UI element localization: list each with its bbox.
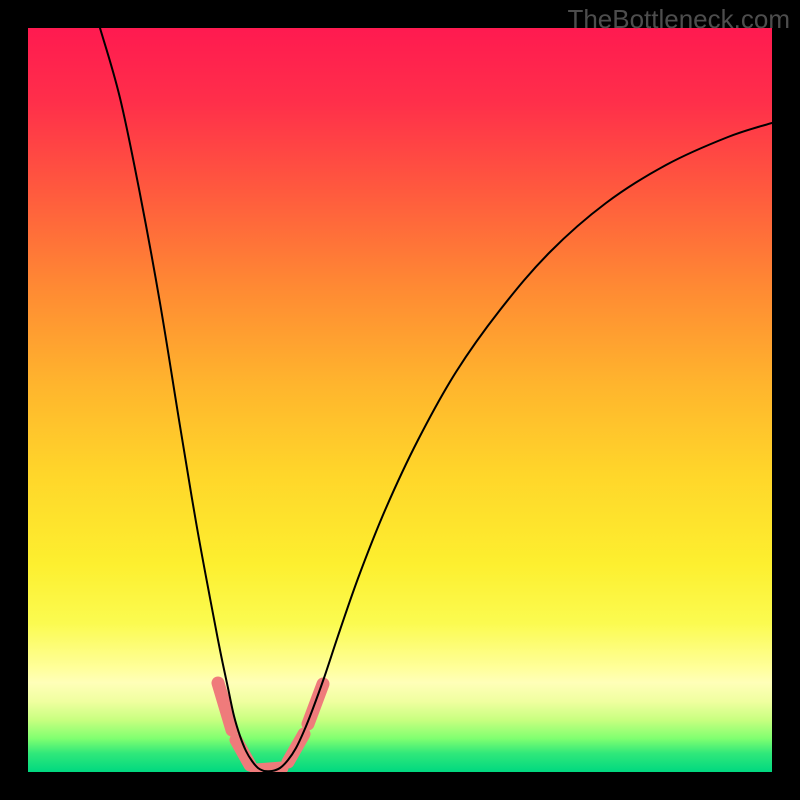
curve-right-branch bbox=[264, 123, 772, 771]
watermark-text: TheBottleneck.com bbox=[567, 4, 790, 35]
plot-area bbox=[28, 28, 772, 772]
curve-left-branch bbox=[100, 28, 264, 771]
bottleneck-curve bbox=[28, 28, 772, 772]
highlight-blob bbox=[218, 683, 232, 730]
